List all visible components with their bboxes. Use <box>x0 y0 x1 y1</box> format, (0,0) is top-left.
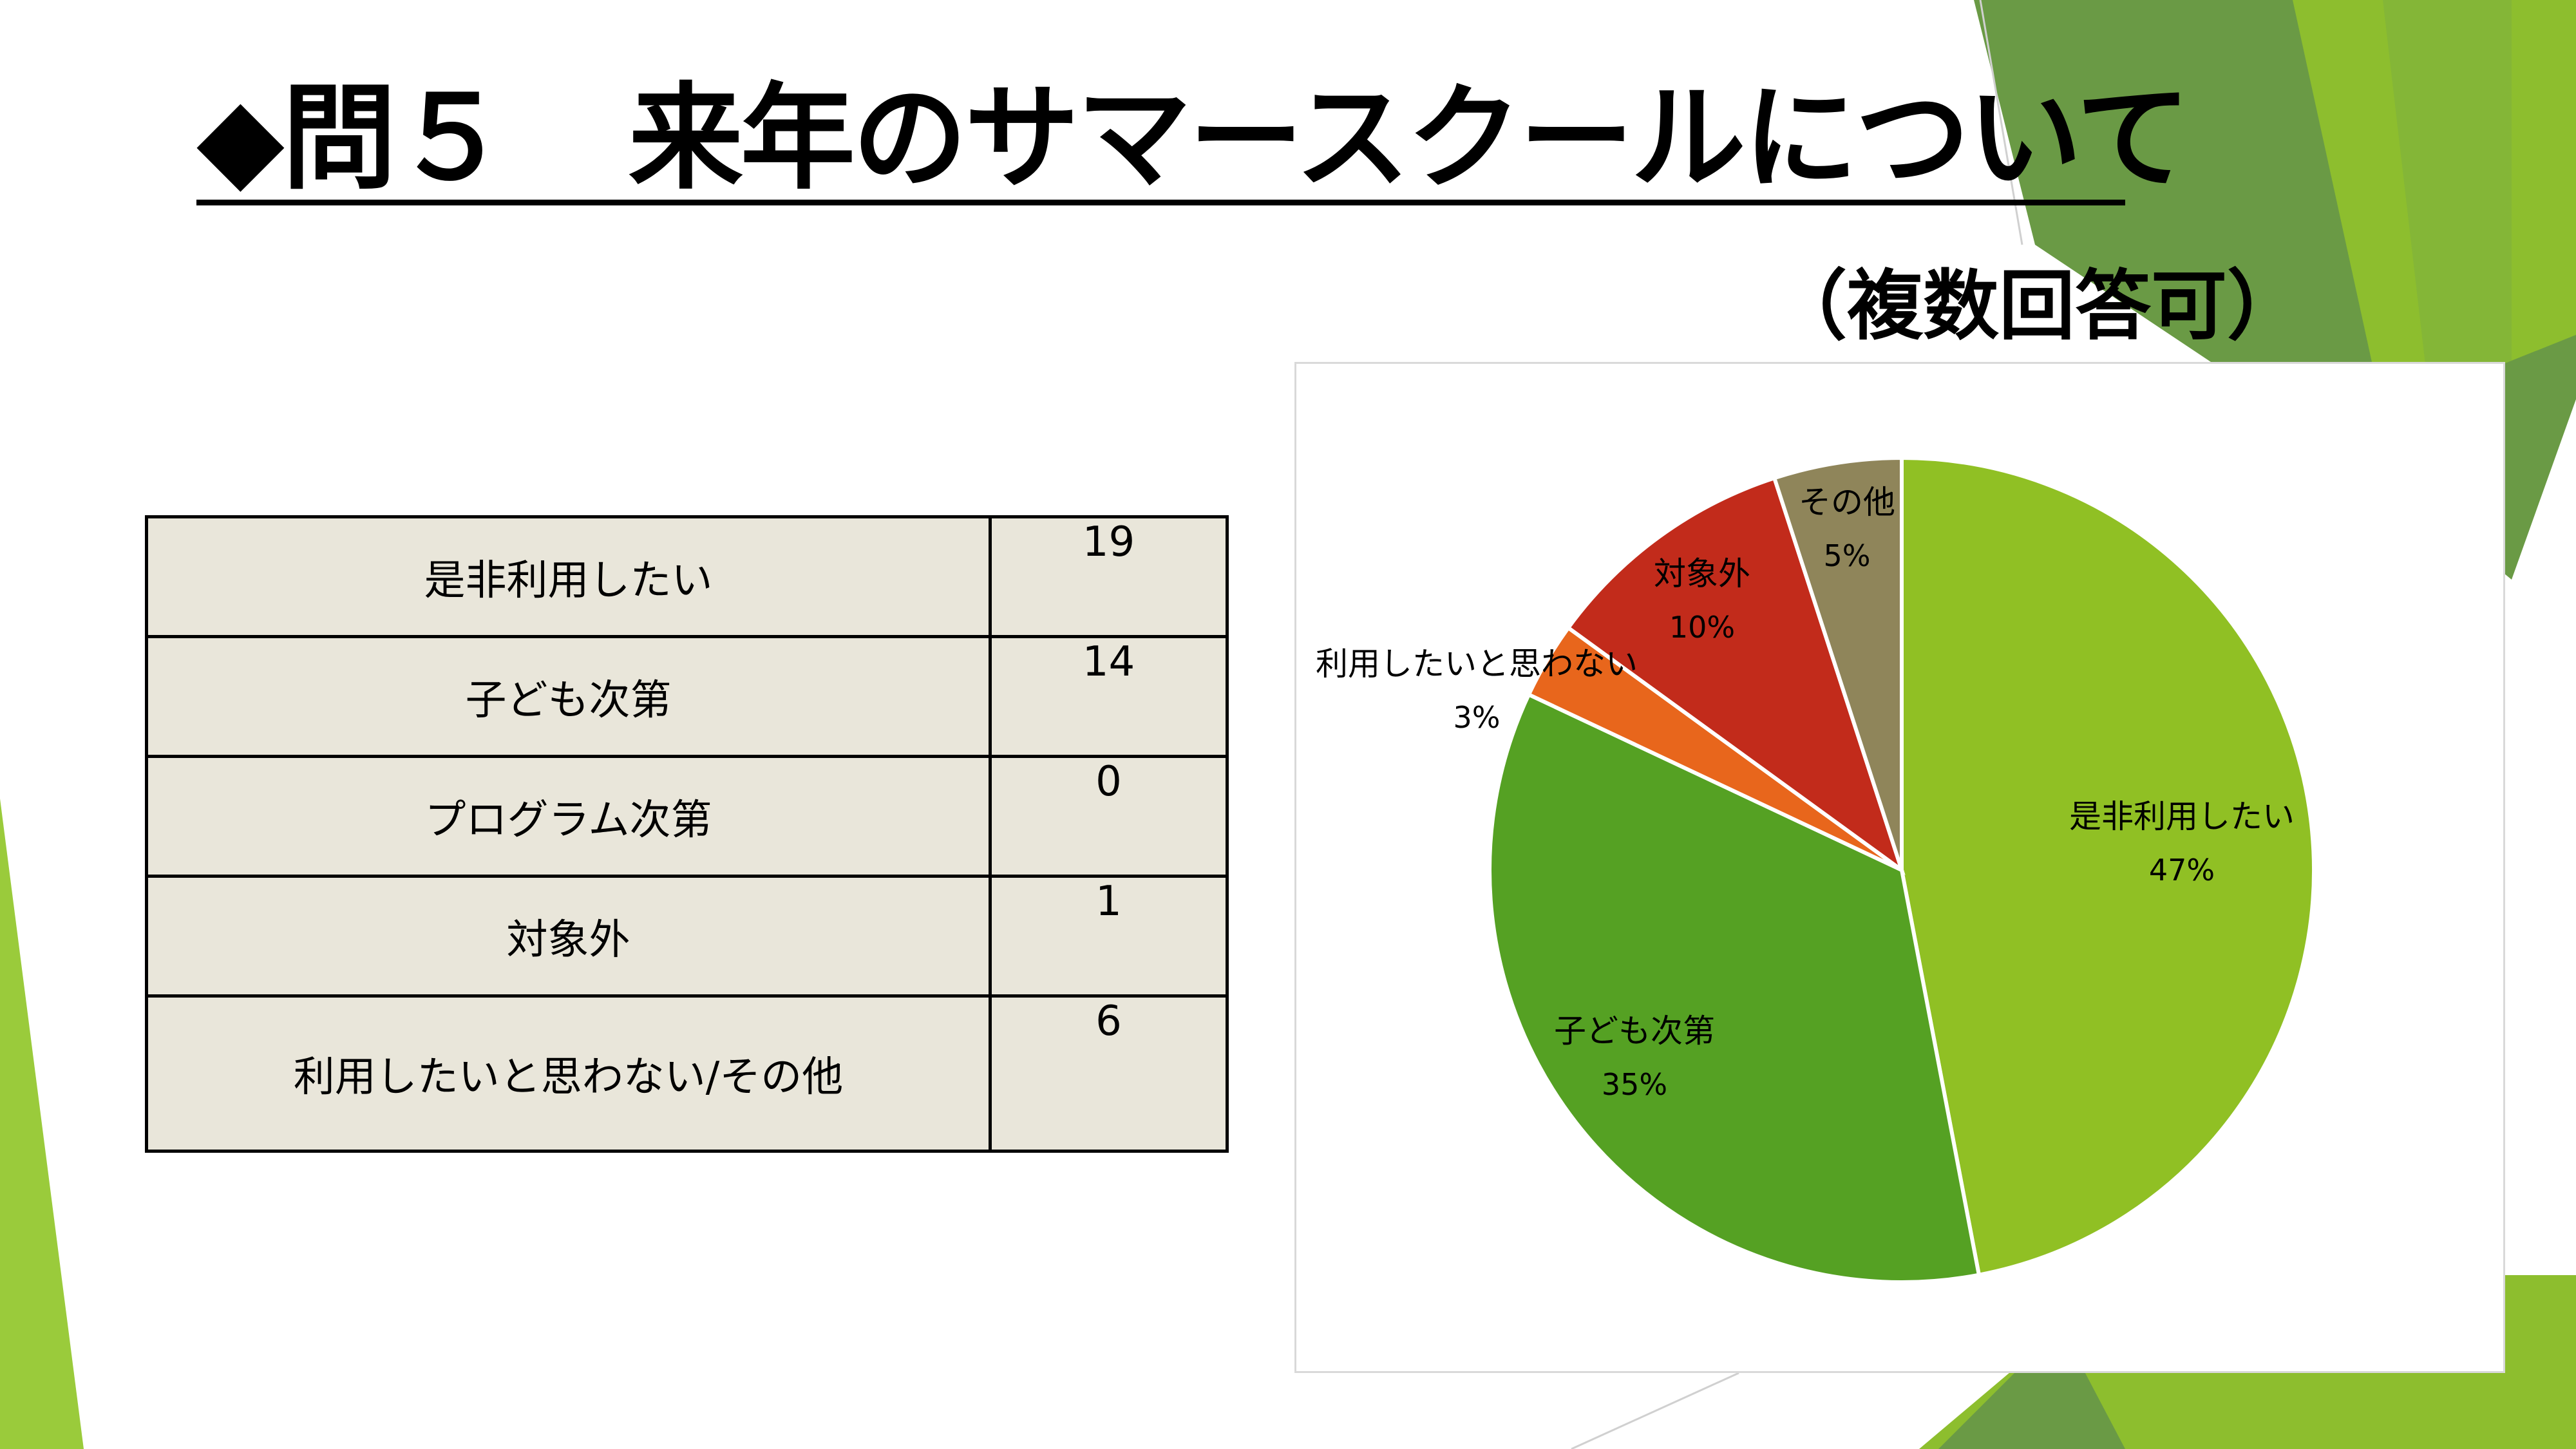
deco-green-left <box>0 799 84 1449</box>
row-label: 対象外 <box>145 875 992 998</box>
pie-slice <box>1900 455 2316 1278</box>
slice-percent-label: 10% <box>1669 610 1735 645</box>
slice-category-label: 対象外 <box>1654 555 1750 592</box>
row-label: 是非利用したい <box>145 515 992 638</box>
pie-slice <box>1488 692 1982 1284</box>
response-table: 是非利用したい 19 子ども次第 14 プログラム次第 0 対象外 1 利用した… <box>145 515 1229 1153</box>
row-count: 0 <box>989 755 1229 878</box>
pie-slice <box>1566 475 1906 875</box>
row-count: 6 <box>989 994 1229 1153</box>
deco-thin-line-bottom <box>1571 1372 1739 1449</box>
slice-percent-label: 5% <box>1824 538 1871 573</box>
row-label: 子ども次第 <box>145 635 992 758</box>
row-label: プログラム次第 <box>145 755 992 878</box>
slice-percent-label: 47% <box>2149 853 2215 887</box>
slice-category-label: 是非利用したい <box>2069 798 2295 835</box>
deco-green-dark-bottom <box>1938 1327 2125 1449</box>
pie-chart-frame: 是非利用したい 47% 子ども次第 35% 利用したいと思わない 3% 対象外 10% その他 5… <box>1294 362 2505 1373</box>
slide-title: ◆問５ 来年のサマースクールについて <box>196 71 2191 205</box>
row-label: 利用したいと思わない/その他 <box>145 994 992 1153</box>
deco-green-mid-top <box>2383 0 2512 386</box>
title-text: 来年のサマースクールについて <box>628 71 2191 205</box>
row-count: 14 <box>989 635 1229 758</box>
slice-category-label: 子ども次第 <box>1554 1012 1715 1050</box>
title-question: 問５ <box>281 71 509 205</box>
table-row: 対象外 1 <box>145 875 1229 998</box>
row-count: 19 <box>989 515 1229 638</box>
pie-slice <box>1772 455 1904 871</box>
table-row: 子ども次第 14 <box>145 635 1229 758</box>
pie-chart: 是非利用したい 47% 子ども次第 35% 利用したいと思わない 3% 対象外 10% その他 5… <box>1316 455 2316 1284</box>
row-count: 1 <box>989 875 1229 998</box>
slice-percent-label: 3% <box>1454 700 1501 735</box>
slice-category-label: 利用したいと思わない <box>1316 645 1638 683</box>
table-row: 利用したいと思わない/その他 6 <box>145 994 1229 1153</box>
slice-category-label: その他 <box>1799 484 1895 521</box>
table-row: 是非利用したい 19 <box>145 515 1229 638</box>
slice-percent-label: 35% <box>1602 1067 1667 1102</box>
slide-subtitle: （複数回答可） <box>1771 261 2304 350</box>
table-row: プログラム次第 0 <box>145 755 1229 878</box>
title-marker: ◆ <box>196 71 285 205</box>
